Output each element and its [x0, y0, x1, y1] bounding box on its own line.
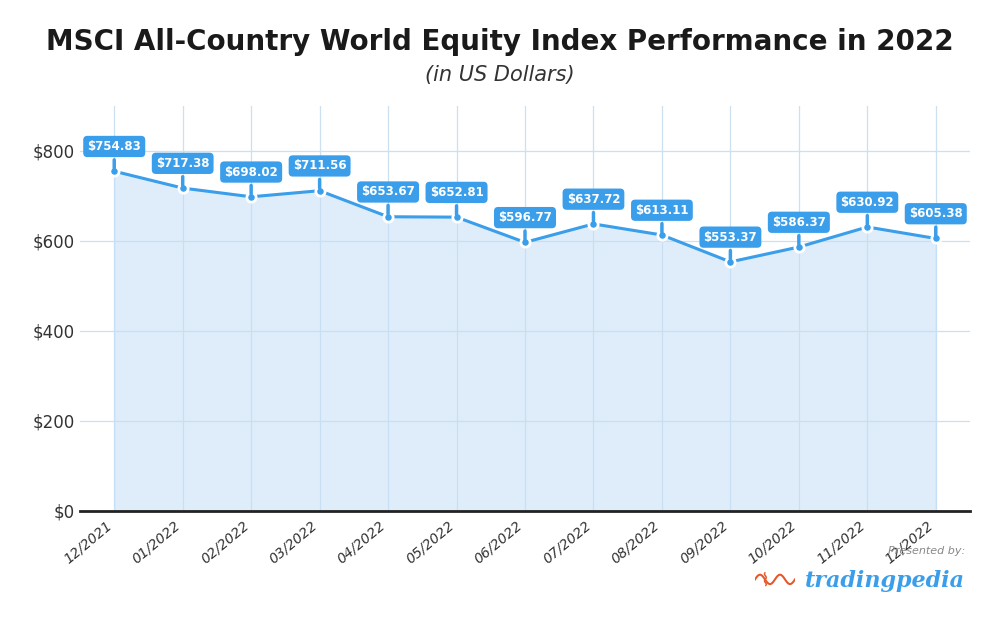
Point	[791, 242, 807, 252]
Point	[928, 234, 944, 244]
Point	[859, 222, 875, 232]
Text: (in US Dollars): (in US Dollars)	[425, 65, 575, 85]
Point	[106, 166, 122, 176]
Text: $637.72: $637.72	[567, 193, 620, 221]
Point	[654, 230, 670, 240]
Text: MSCI All-Country World Equity Index Performance in 2022: MSCI All-Country World Equity Index Perf…	[46, 28, 954, 56]
Point	[449, 212, 465, 222]
Text: $652.81: $652.81	[430, 186, 483, 214]
Text: Presented by:: Presented by:	[888, 546, 965, 556]
Text: tradingpedia: tradingpedia	[805, 569, 965, 592]
Point	[312, 186, 328, 196]
Text: $653.67: $653.67	[361, 186, 415, 214]
Text: ⌇: ⌇	[760, 572, 769, 589]
Text: $605.38: $605.38	[909, 207, 963, 235]
Point	[380, 212, 396, 222]
Text: $630.92: $630.92	[840, 196, 894, 224]
Point	[175, 183, 191, 193]
Point	[585, 219, 601, 229]
Text: $698.02: $698.02	[224, 166, 278, 194]
Text: $754.83: $754.83	[87, 140, 141, 168]
Text: $596.77: $596.77	[498, 211, 552, 240]
Text: $613.11: $613.11	[635, 204, 689, 232]
Text: $553.37: $553.37	[704, 231, 757, 259]
Point	[722, 257, 738, 267]
Point	[243, 192, 259, 202]
Text: $711.56: $711.56	[293, 159, 346, 188]
Text: $717.38: $717.38	[156, 157, 209, 185]
Point	[517, 237, 533, 247]
Text: $586.37: $586.37	[772, 216, 826, 244]
